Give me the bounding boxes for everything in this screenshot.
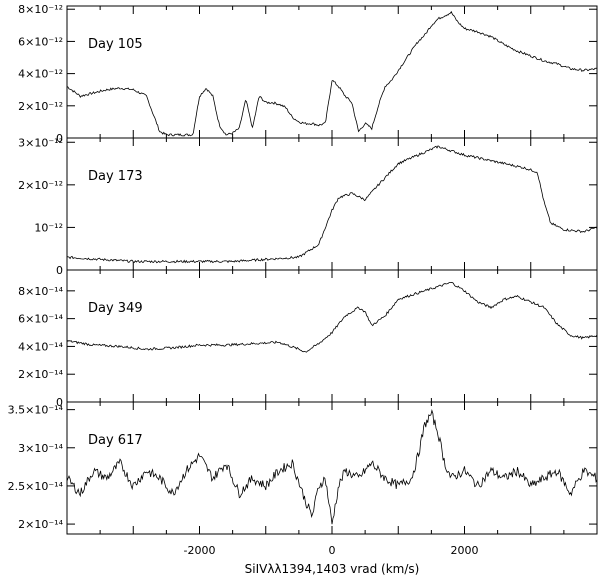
y-tick-label: 2×10⁻¹² (18, 179, 63, 192)
y-tick-label: 4×10⁻¹⁴ (18, 340, 63, 353)
y-tick-label: 2×10⁻¹⁴ (18, 368, 63, 381)
y-tick-label: 3.5×10⁻¹⁴ (8, 404, 64, 417)
panel-2: 0 10⁻¹² 2×10⁻¹² 3×10⁻¹² Day 173 (18, 136, 598, 277)
series-line (66, 281, 598, 353)
panel-frame (66, 5, 598, 139)
panel-4: 2×10⁻¹⁴ 2.5×10⁻¹⁴ 3×10⁻¹⁴ 3.5×10⁻¹⁴ Day 617 -… (8, 401, 598, 557)
y-tick-label: 10⁻¹² (34, 221, 63, 234)
series-line (66, 10, 598, 137)
y-tick-label: 2×10⁻¹⁴ (18, 518, 63, 531)
y-tick-label: 2.5×10⁻¹⁴ (8, 480, 64, 493)
panel-label: Day 349 (88, 301, 143, 316)
panel-label: Day 173 (88, 169, 143, 184)
y-tick-label: 6×10⁻¹⁴ (18, 313, 63, 326)
y-tick-label: 0 (56, 264, 63, 277)
y-tick-label: 3×10⁻¹⁴ (18, 442, 63, 455)
x-tick-label: 0 (329, 544, 336, 557)
y-tick-label: 8×10⁻¹⁴ (18, 285, 63, 298)
x-tick-label: 2000 (451, 544, 479, 557)
series-line (66, 408, 598, 525)
x-tick-label: -2000 (184, 544, 216, 557)
panel-label: Day 105 (88, 37, 143, 52)
y-tick-label: 3×10⁻¹² (18, 136, 63, 149)
y-tick-label: 0 (56, 396, 63, 409)
y-tick-label: 8×10⁻¹² (18, 3, 63, 16)
panel-3: 0 2×10⁻¹⁴ 4×10⁻¹⁴ 6×10⁻¹⁴ 8×10⁻¹⁴ Day 349 (18, 269, 598, 409)
panel-label: Day 617 (88, 433, 143, 448)
x-axis-title: SiIVλλ1394,1403 vrad (km/s) (245, 562, 420, 576)
y-tick-label: 2×10⁻¹² (18, 100, 63, 113)
panel-frame (66, 137, 598, 271)
y-tick-label: 0 (56, 132, 63, 145)
y-tick-label: 6×10⁻¹² (18, 35, 63, 48)
y-tick-label: 4×10⁻¹² (18, 68, 63, 81)
panel-frame (66, 269, 598, 403)
panels: 0 2×10⁻¹² 4×10⁻¹² 6×10⁻¹² 8×10⁻¹² Day 105 0 10⁻… (8, 3, 598, 557)
series-line (66, 145, 598, 264)
panel-1: 0 2×10⁻¹² 4×10⁻¹² 6×10⁻¹² 8×10⁻¹² Day 105 (18, 3, 598, 145)
